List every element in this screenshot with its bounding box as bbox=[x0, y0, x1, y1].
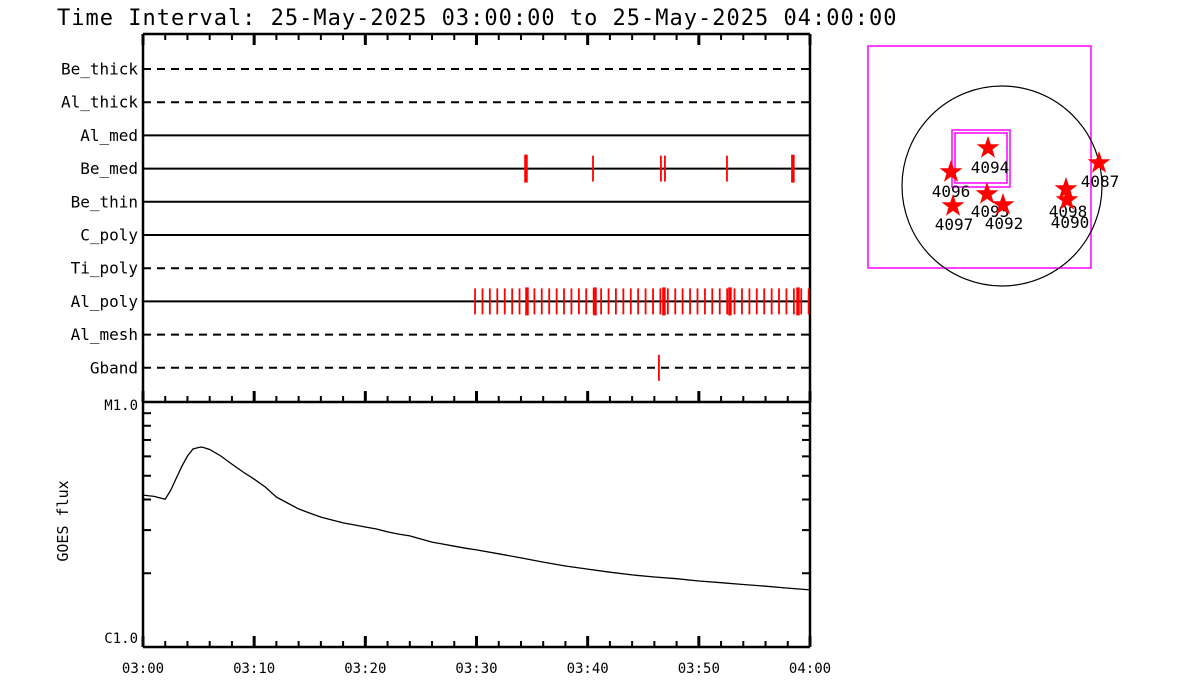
page-title: Time Interval: 25-May-2025 03:00:00 to 2… bbox=[57, 6, 898, 31]
star-icon-4093 bbox=[975, 182, 999, 204]
fov-box-0 bbox=[867, 45, 1092, 269]
ar-label-4098: 4098 bbox=[1049, 202, 1088, 221]
goes-flux-curve bbox=[142, 446, 811, 591]
filter-row-label-Al_mesh: Al_mesh bbox=[71, 325, 138, 344]
filter-row-label-Ti_poly: Ti_poly bbox=[71, 259, 139, 278]
ar-label-4087: 4087 bbox=[1081, 172, 1120, 191]
ar-label-4094: 4094 bbox=[971, 158, 1010, 177]
ar-label-4092: 4092 bbox=[985, 214, 1024, 233]
x-tick-label: 04:00 bbox=[789, 661, 831, 677]
ar-label-4097: 4097 bbox=[935, 215, 974, 234]
star-icon-4096 bbox=[939, 160, 963, 182]
x-tick-label: 03:00 bbox=[122, 661, 164, 677]
x-tick-label: 03:10 bbox=[233, 661, 275, 677]
star-icon-4094 bbox=[976, 136, 1000, 158]
goes-ybottom-label: C1.0 bbox=[104, 631, 138, 647]
star-icon-4087 bbox=[1087, 151, 1111, 173]
star-icon-4092 bbox=[991, 193, 1015, 215]
filter-row-label-Be_thick: Be_thick bbox=[61, 60, 138, 79]
ar-label-4096: 4096 bbox=[932, 182, 971, 201]
x-tick-label: 03:40 bbox=[567, 661, 609, 677]
goes-ylabel: GOES flux bbox=[54, 480, 72, 561]
filter-row-label-Al_poly: Al_poly bbox=[71, 292, 139, 311]
star-icon-4097 bbox=[941, 194, 965, 216]
fov-box-2 bbox=[954, 132, 1008, 184]
filter-row-label-Be_thin: Be_thin bbox=[71, 192, 138, 211]
fov-box-1 bbox=[951, 129, 1011, 188]
x-tick-label: 03:20 bbox=[344, 661, 386, 677]
star-icon-4090 bbox=[1055, 188, 1079, 210]
filter-row-label-Al_med: Al_med bbox=[80, 126, 138, 145]
filter-row-label-Gband: Gband bbox=[90, 358, 138, 377]
ar-label-4090: 4090 bbox=[1051, 213, 1090, 232]
star-icon-4098 bbox=[1054, 177, 1078, 199]
x-tick-label: 03:50 bbox=[678, 661, 720, 677]
filter-row-label-C_poly: C_poly bbox=[80, 226, 138, 245]
goes-ytop-label: M1.0 bbox=[104, 398, 138, 414]
solar-limb-circle bbox=[901, 85, 1103, 287]
filter-row-label-Be_med: Be_med bbox=[80, 159, 138, 178]
x-tick-label: 03:30 bbox=[455, 661, 497, 677]
filter-row-label-Al_thick: Al_thick bbox=[61, 93, 138, 112]
